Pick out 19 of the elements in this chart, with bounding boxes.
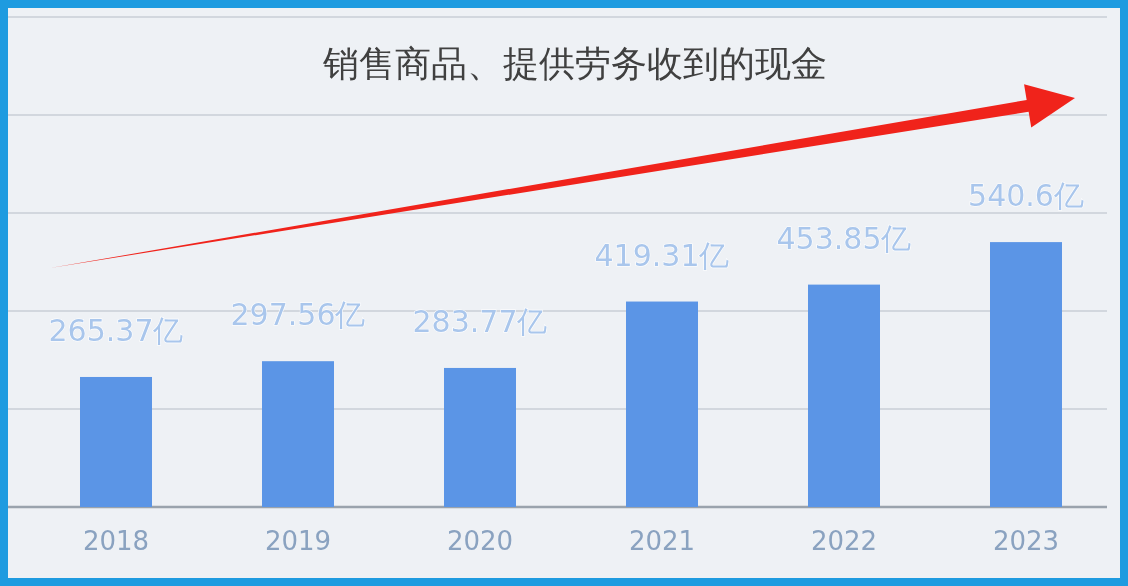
x-tick-label: 2020 (446, 526, 514, 556)
bar (626, 301, 698, 507)
x-tick-label: 2019 (264, 526, 332, 556)
text: 销售商品、提供劳务收到的现金 (322, 43, 827, 84)
data-label: 453.85亿 (776, 220, 912, 256)
bar (80, 376, 152, 507)
x-tick-label: 2023 (992, 526, 1060, 556)
data-label: 265.37亿 (48, 312, 184, 348)
bar (990, 242, 1062, 507)
bar (808, 284, 880, 507)
data-label: 283.77亿 (412, 303, 548, 339)
x-tick-label: 2021 (628, 526, 696, 556)
bar (262, 361, 334, 507)
bar (444, 367, 516, 507)
data-label: 297.56亿 (230, 297, 366, 333)
data-label: 540.6亿 (968, 178, 1084, 214)
data-label: 419.31亿 (594, 237, 730, 273)
x-tick-label: 2022 (810, 526, 878, 556)
x-tick-label: 2018 (82, 526, 150, 556)
